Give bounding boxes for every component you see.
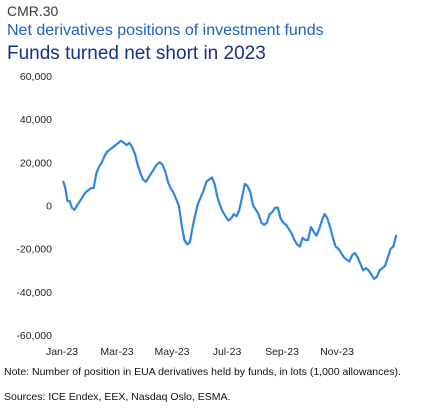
x-axis-ticks: Jan-23 Mar-23 May-23 Jul-23 Sep-23 Nov-23 [46, 346, 354, 358]
y-tick-label: 40,000 [20, 114, 52, 126]
y-axis-ticks: -60,000 -40,000 -20,000 0 20,000 40,000 60,000 [16, 71, 52, 342]
x-tick-label: Nov-23 [320, 346, 354, 358]
x-tick-label: Jan-23 [46, 346, 78, 358]
y-tick-label: 20,000 [20, 157, 52, 169]
x-tick-label: Jul-23 [213, 346, 242, 358]
figure-subtitle: Funds turned net short in 2023 [7, 43, 266, 64]
x-tick-label: Sep-23 [265, 346, 299, 358]
x-tick-label: Mar-23 [100, 346, 133, 358]
figure-sources: Sources: ICE Endex, EEX, Nasdaq Oslo, ES… [4, 391, 231, 403]
y-tick-label: -20,000 [16, 244, 52, 256]
y-tick-label: -40,000 [16, 287, 52, 299]
figure-id: CMR.30 [7, 3, 59, 19]
x-tick-label: May-23 [154, 346, 189, 358]
y-tick-label: 0 [46, 201, 52, 213]
figure-note: Note: Number of position in EUA derivati… [4, 366, 401, 378]
y-tick-label: 60,000 [20, 71, 52, 83]
y-tick-label: -60,000 [16, 330, 52, 342]
series-line-net-positions [62, 139, 398, 280]
line-chart: -60,000 -40,000 -20,000 0 20,000 40,000 60,000… [16, 71, 398, 358]
figure-title: Net derivatives positions of investment … [7, 22, 324, 39]
